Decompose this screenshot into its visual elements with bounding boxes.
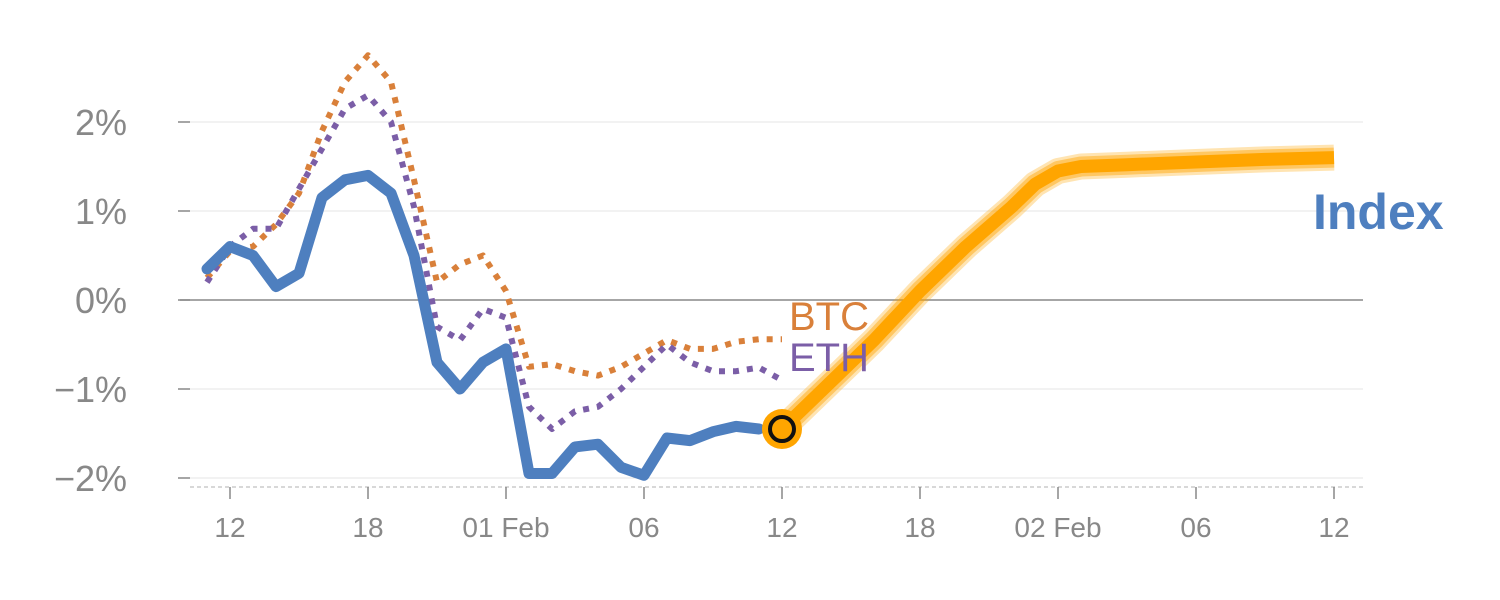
x-tick-label: 02 Feb (1014, 512, 1101, 543)
forecast-band-mid (775, 147, 1335, 437)
forecast-start-marker (768, 415, 796, 444)
x-tick-label: 12 (766, 512, 797, 543)
x-tick-label: 18 (904, 512, 935, 543)
forecast-band-outer (772, 144, 1335, 439)
y-tick-label: −1% (54, 369, 127, 410)
series-label-eth: ETH (789, 336, 869, 380)
x-tick-label: 12 (214, 512, 245, 543)
x-tick-label: 12 (1318, 512, 1349, 543)
x-tick-label: 06 (1180, 512, 1211, 543)
y-tick-label: −2% (54, 458, 127, 499)
y-tick-label: 2% (75, 102, 127, 143)
x-tick-label: 18 (352, 512, 383, 543)
series-line-index (201, 169, 765, 481)
forecast-line (777, 151, 1335, 434)
x-tick-label: 06 (628, 512, 659, 543)
x-tick-label: 01 Feb (462, 512, 549, 543)
series-line-btc (204, 52, 782, 379)
y-tick-label: 0% (75, 280, 127, 321)
series-line-eth (204, 92, 784, 432)
y-tick-label: 1% (75, 191, 127, 232)
series-label-index: Index (1313, 184, 1444, 240)
series-label-btc: BTC (789, 295, 869, 339)
